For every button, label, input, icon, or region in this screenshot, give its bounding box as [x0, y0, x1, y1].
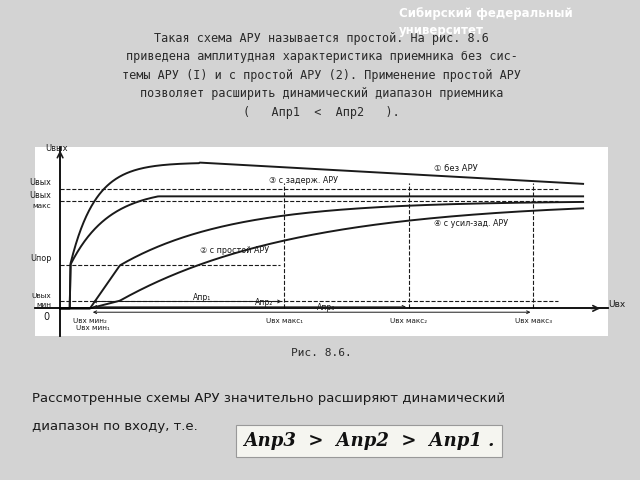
- Text: Uвх: Uвх: [608, 300, 625, 309]
- Text: Uвых: Uвых: [29, 191, 51, 200]
- Text: диапазон по входу, т.е.: диапазон по входу, т.е.: [32, 420, 198, 433]
- Text: Uпор: Uпор: [30, 254, 51, 263]
- Text: мин: мин: [36, 302, 51, 308]
- Text: Aпр₃: Aпр₃: [317, 303, 336, 312]
- Text: Рис. 8.6.: Рис. 8.6.: [291, 348, 352, 358]
- Text: Uвх мин₂: Uвх мин₂: [73, 318, 107, 324]
- Text: 0: 0: [43, 312, 49, 322]
- Text: Uвых: Uвых: [45, 144, 67, 153]
- Text: ① без АРУ: ① без АРУ: [434, 164, 477, 172]
- Text: Uвых: Uвых: [29, 178, 51, 187]
- Text: Aпр₁: Aпр₁: [193, 293, 211, 301]
- Text: ② с простой АРУ: ② с простой АРУ: [200, 246, 269, 255]
- Text: ③ с задерж. АРУ: ③ с задерж. АРУ: [269, 176, 339, 185]
- Text: Aпр₂: Aпр₂: [255, 298, 273, 307]
- Text: Uвх мин₁: Uвх мин₁: [76, 325, 110, 331]
- Text: Uвх макс₃: Uвх макс₃: [515, 318, 552, 324]
- Text: макс: макс: [33, 204, 51, 209]
- Text: Сибирский федеральный
университет: Сибирский федеральный университет: [399, 7, 573, 37]
- Text: Такая схема АРУ называется простой. На рис. 8.6
приведена амплитудная характерис: Такая схема АРУ называется простой. На р…: [122, 32, 521, 119]
- Text: ④ с усил-зад. АРУ: ④ с усил-зад. АРУ: [434, 219, 508, 228]
- Text: Uвх макс₁: Uвх макс₁: [266, 318, 303, 324]
- Text: Uвх макс₂: Uвх макс₂: [390, 318, 428, 324]
- Text: Рассмотренные схемы АРУ значительно расширяют динамический: Рассмотренные схемы АРУ значительно расш…: [32, 392, 505, 405]
- Text: Апр3  >  Апр2  >  Апр1 .: Апр3 > Апр2 > Апр1 .: [243, 432, 495, 450]
- Text: Uвых: Uвых: [31, 293, 51, 299]
